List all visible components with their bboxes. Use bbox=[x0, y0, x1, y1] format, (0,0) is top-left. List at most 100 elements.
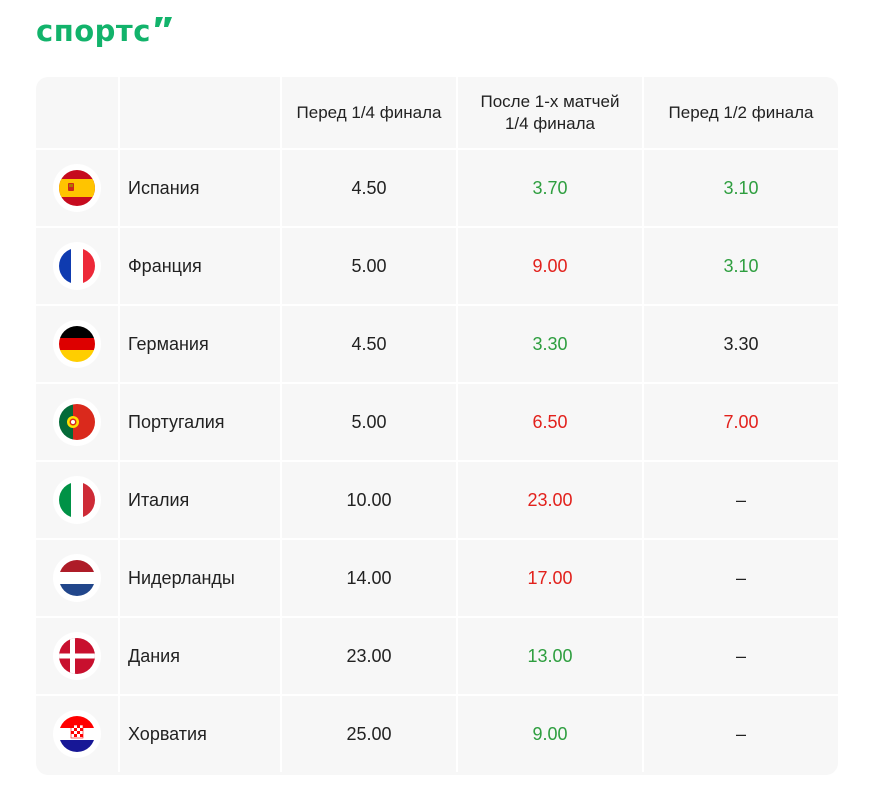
odds-before-semifinal-cell: – bbox=[644, 696, 838, 772]
team-name: Франция bbox=[128, 255, 202, 276]
france-flag-icon bbox=[53, 242, 101, 290]
row-divider bbox=[36, 694, 838, 696]
team-name: Дания bbox=[128, 645, 180, 666]
odds-after-first-legs-cell: 9.00 bbox=[458, 228, 644, 304]
odds-before-semifinal-cell: – bbox=[644, 540, 838, 616]
odds-before-quarterfinal-cell: 5.00 bbox=[282, 228, 458, 304]
odds-before-semifinal: – bbox=[735, 489, 746, 510]
team-name: Португалия bbox=[128, 411, 225, 432]
header-col2-line1: После 1-х матчей bbox=[480, 91, 620, 111]
portugal-flag-icon bbox=[53, 398, 101, 446]
odds-after-first-legs-cell: 3.30 bbox=[458, 306, 644, 382]
team-name: Хорватия bbox=[128, 723, 207, 744]
odds-before-quarterfinal: 5.00 bbox=[351, 255, 387, 276]
odds-grid: Перед 1/4 финала После 1-х матчей 1/4 фи… bbox=[36, 77, 838, 775]
odds-after-first-legs: 17.00 bbox=[527, 567, 573, 588]
odds-after-first-legs: 3.70 bbox=[532, 177, 568, 198]
odds-after-first-legs-cell: 17.00 bbox=[458, 540, 644, 616]
netherlands-flag-icon bbox=[53, 554, 101, 602]
logo-text: спортс bbox=[36, 14, 151, 48]
odds-before-quarterfinal-cell: 4.50 bbox=[282, 150, 458, 226]
team-name-cell: Португалия bbox=[120, 384, 282, 460]
team-name-cell: Испания bbox=[120, 150, 282, 226]
team-name-cell: Франция bbox=[120, 228, 282, 304]
team-name: Германия bbox=[128, 333, 209, 354]
header-flag-cell bbox=[36, 77, 120, 148]
odds-before-quarterfinal: 4.50 bbox=[351, 333, 387, 354]
odds-before-quarterfinal: 25.00 bbox=[346, 723, 392, 744]
odds-after-first-legs: 9.00 bbox=[532, 723, 568, 744]
odds-after-first-legs-cell: 23.00 bbox=[458, 462, 644, 538]
header-team-cell bbox=[120, 77, 282, 148]
germany-flag-icon bbox=[53, 320, 101, 368]
flag-cell bbox=[36, 696, 120, 772]
flag-cell bbox=[36, 462, 120, 538]
odds-before-quarterfinal: 10.00 bbox=[346, 489, 392, 510]
table-row: Испания 4.50 3.70 3.10 bbox=[36, 150, 838, 226]
team-name: Италия bbox=[128, 489, 190, 510]
row-divider bbox=[36, 538, 838, 540]
team-name-cell: Дания bbox=[120, 618, 282, 694]
italy-flag-icon bbox=[53, 476, 101, 524]
header-col3-label: Перед 1/2 финала bbox=[668, 102, 814, 122]
odds-before-quarterfinal-cell: 25.00 bbox=[282, 696, 458, 772]
row-divider bbox=[36, 148, 838, 150]
flag-cell bbox=[36, 618, 120, 694]
team-name-cell: Германия bbox=[120, 306, 282, 382]
row-divider bbox=[36, 460, 838, 462]
header-col1-label: Перед 1/4 финала bbox=[296, 102, 442, 122]
odds-before-semifinal: – bbox=[735, 723, 746, 744]
odds-before-quarterfinal-cell: 5.00 bbox=[282, 384, 458, 460]
odds-before-semifinal: 3.10 bbox=[723, 255, 759, 276]
denmark-flag-icon bbox=[53, 632, 101, 680]
table-row: Италия 10.00 23.00 – bbox=[36, 462, 838, 538]
odds-after-first-legs-cell: 13.00 bbox=[458, 618, 644, 694]
row-divider bbox=[36, 382, 838, 384]
header-after-first-legs: После 1-х матчей 1/4 финала bbox=[458, 77, 644, 148]
odds-after-first-legs-cell: 6.50 bbox=[458, 384, 644, 460]
flag-cell bbox=[36, 384, 120, 460]
logo-quote-icon bbox=[154, 15, 174, 35]
header-before-quarterfinal: Перед 1/4 финала bbox=[282, 77, 458, 148]
table-row: Германия 4.50 3.30 3.30 bbox=[36, 306, 838, 382]
header-before-semifinal: Перед 1/2 финала bbox=[644, 77, 838, 148]
odds-before-quarterfinal: 23.00 bbox=[346, 645, 392, 666]
table-header-row: Перед 1/4 финала После 1-х матчей 1/4 фи… bbox=[36, 77, 838, 148]
team-name-cell: Нидерланды bbox=[120, 540, 282, 616]
odds-before-quarterfinal-cell: 4.50 bbox=[282, 306, 458, 382]
odds-before-semifinal-cell: 7.00 bbox=[644, 384, 838, 460]
odds-before-quarterfinal-cell: 10.00 bbox=[282, 462, 458, 538]
spain-flag-icon bbox=[53, 164, 101, 212]
odds-before-semifinal: – bbox=[735, 567, 746, 588]
odds-after-first-legs: 13.00 bbox=[527, 645, 573, 666]
team-name-cell: Хорватия bbox=[120, 696, 282, 772]
team-name-cell: Италия bbox=[120, 462, 282, 538]
odds-table: Перед 1/4 финала После 1-х матчей 1/4 фи… bbox=[36, 77, 838, 775]
odds-before-semifinal-cell: 3.10 bbox=[644, 228, 838, 304]
row-divider bbox=[36, 304, 838, 306]
odds-before-quarterfinal-cell: 23.00 bbox=[282, 618, 458, 694]
odds-before-semifinal-cell: 3.10 bbox=[644, 150, 838, 226]
odds-before-semifinal-cell: 3.30 bbox=[644, 306, 838, 382]
row-divider bbox=[36, 616, 838, 618]
odds-before-semifinal-cell: – bbox=[644, 462, 838, 538]
sports-logo[interactable]: спортс bbox=[36, 14, 174, 48]
table-row: Дания 23.00 13.00 – bbox=[36, 618, 838, 694]
odds-after-first-legs-cell: 3.70 bbox=[458, 150, 644, 226]
flag-cell bbox=[36, 150, 120, 226]
row-divider bbox=[36, 226, 838, 228]
odds-before-semifinal: – bbox=[735, 645, 746, 666]
croatia-flag-icon bbox=[53, 710, 101, 758]
table-row: Франция 5.00 9.00 3.10 bbox=[36, 228, 838, 304]
odds-before-quarterfinal: 5.00 bbox=[351, 411, 387, 432]
flag-cell bbox=[36, 540, 120, 616]
odds-before-quarterfinal-cell: 14.00 bbox=[282, 540, 458, 616]
odds-after-first-legs: 6.50 bbox=[532, 411, 568, 432]
header-col2-line2: 1/4 финала bbox=[504, 113, 596, 133]
table-row: Португалия 5.00 6.50 7.00 bbox=[36, 384, 838, 460]
odds-before-quarterfinal: 14.00 bbox=[346, 567, 392, 588]
team-name: Нидерланды bbox=[128, 567, 235, 588]
table-row: Хорватия 25.00 9.00 – bbox=[36, 696, 838, 772]
flag-cell bbox=[36, 228, 120, 304]
